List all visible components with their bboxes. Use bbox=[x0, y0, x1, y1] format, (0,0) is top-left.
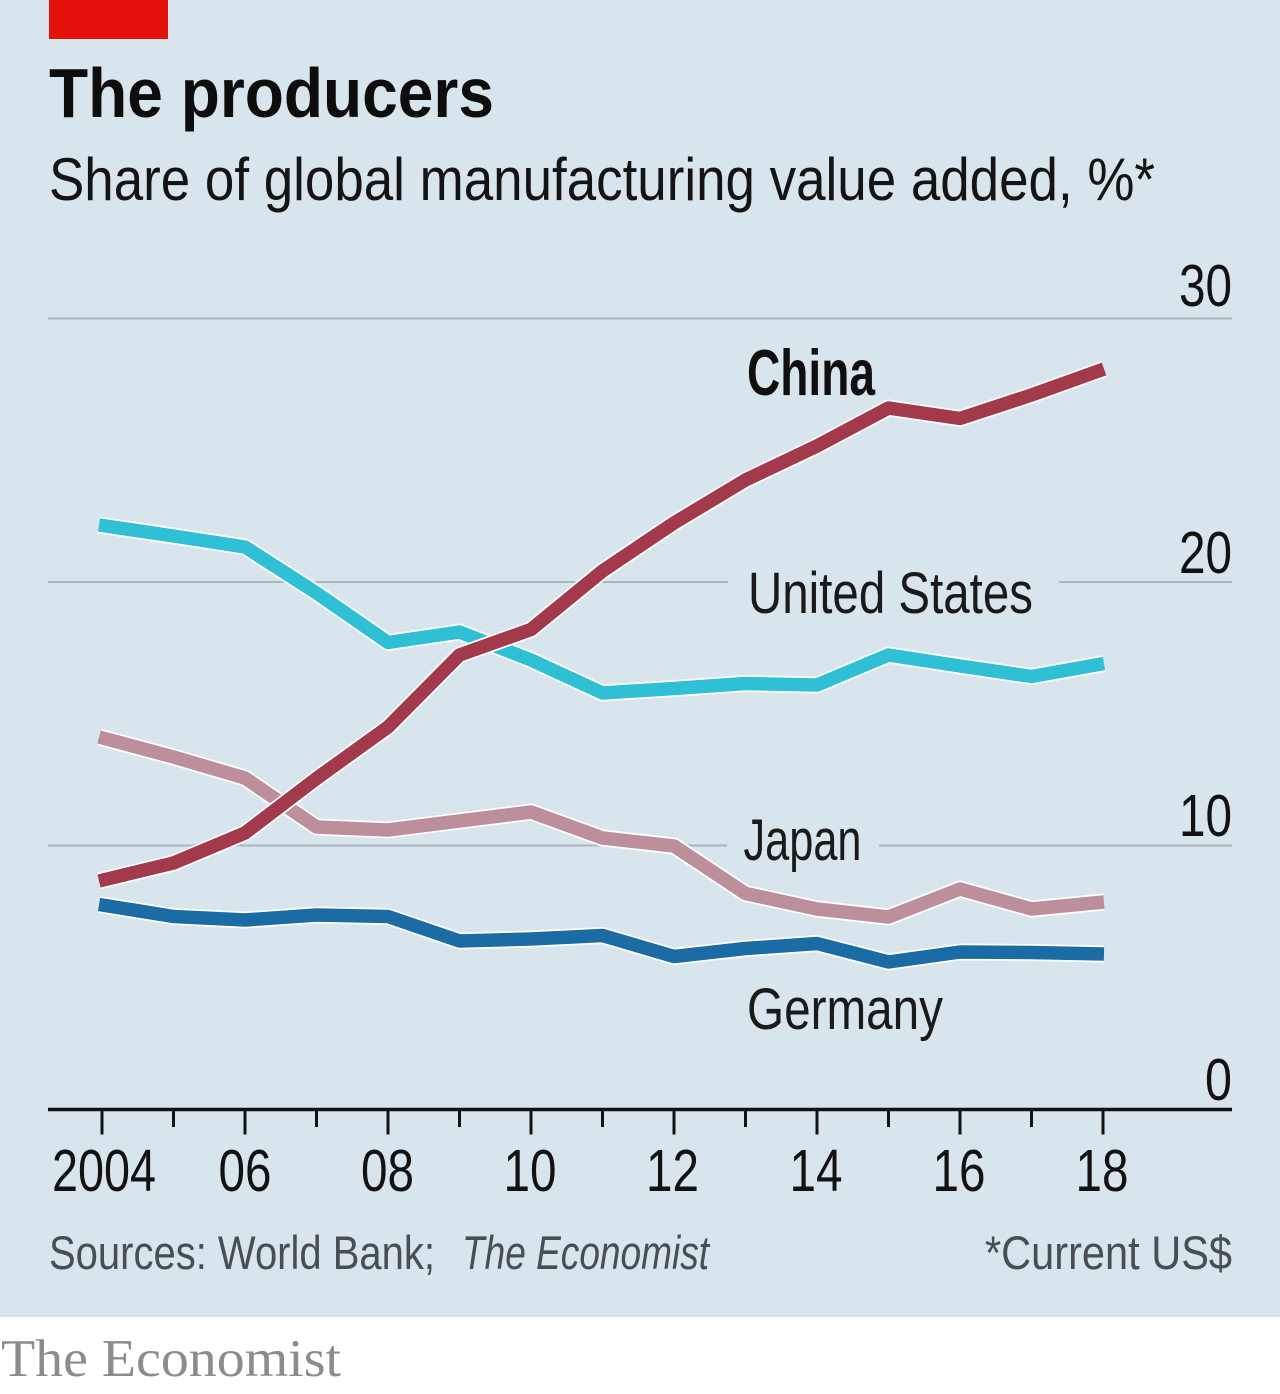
svg-text:08: 08 bbox=[361, 1138, 414, 1204]
svg-text:Sources: World Bank;: Sources: World Bank; bbox=[49, 1226, 435, 1279]
svg-text:14: 14 bbox=[790, 1138, 843, 1204]
svg-text:2004: 2004 bbox=[52, 1138, 156, 1204]
svg-text:The producers: The producers bbox=[49, 54, 494, 132]
svg-text:The Economist: The Economist bbox=[1, 1330, 341, 1388]
svg-text:United States: United States bbox=[748, 561, 1033, 626]
svg-text:16: 16 bbox=[933, 1138, 986, 1204]
svg-text:10: 10 bbox=[1179, 783, 1232, 849]
svg-text:20: 20 bbox=[1179, 520, 1232, 586]
svg-text:18: 18 bbox=[1076, 1138, 1129, 1204]
svg-text:The Economist: The Economist bbox=[462, 1226, 711, 1279]
svg-text:Japan: Japan bbox=[744, 808, 862, 873]
svg-text:Germany: Germany bbox=[747, 977, 943, 1042]
svg-text:*Current US$: *Current US$ bbox=[985, 1226, 1232, 1279]
svg-text:10: 10 bbox=[504, 1138, 557, 1204]
svg-text:Share of global manufacturing: Share of global manufacturing value adde… bbox=[49, 146, 1155, 213]
svg-text:30: 30 bbox=[1179, 253, 1232, 319]
svg-text:0: 0 bbox=[1205, 1047, 1232, 1113]
svg-text:China: China bbox=[747, 336, 876, 409]
svg-text:12: 12 bbox=[646, 1138, 699, 1204]
svg-text:06: 06 bbox=[219, 1138, 272, 1204]
